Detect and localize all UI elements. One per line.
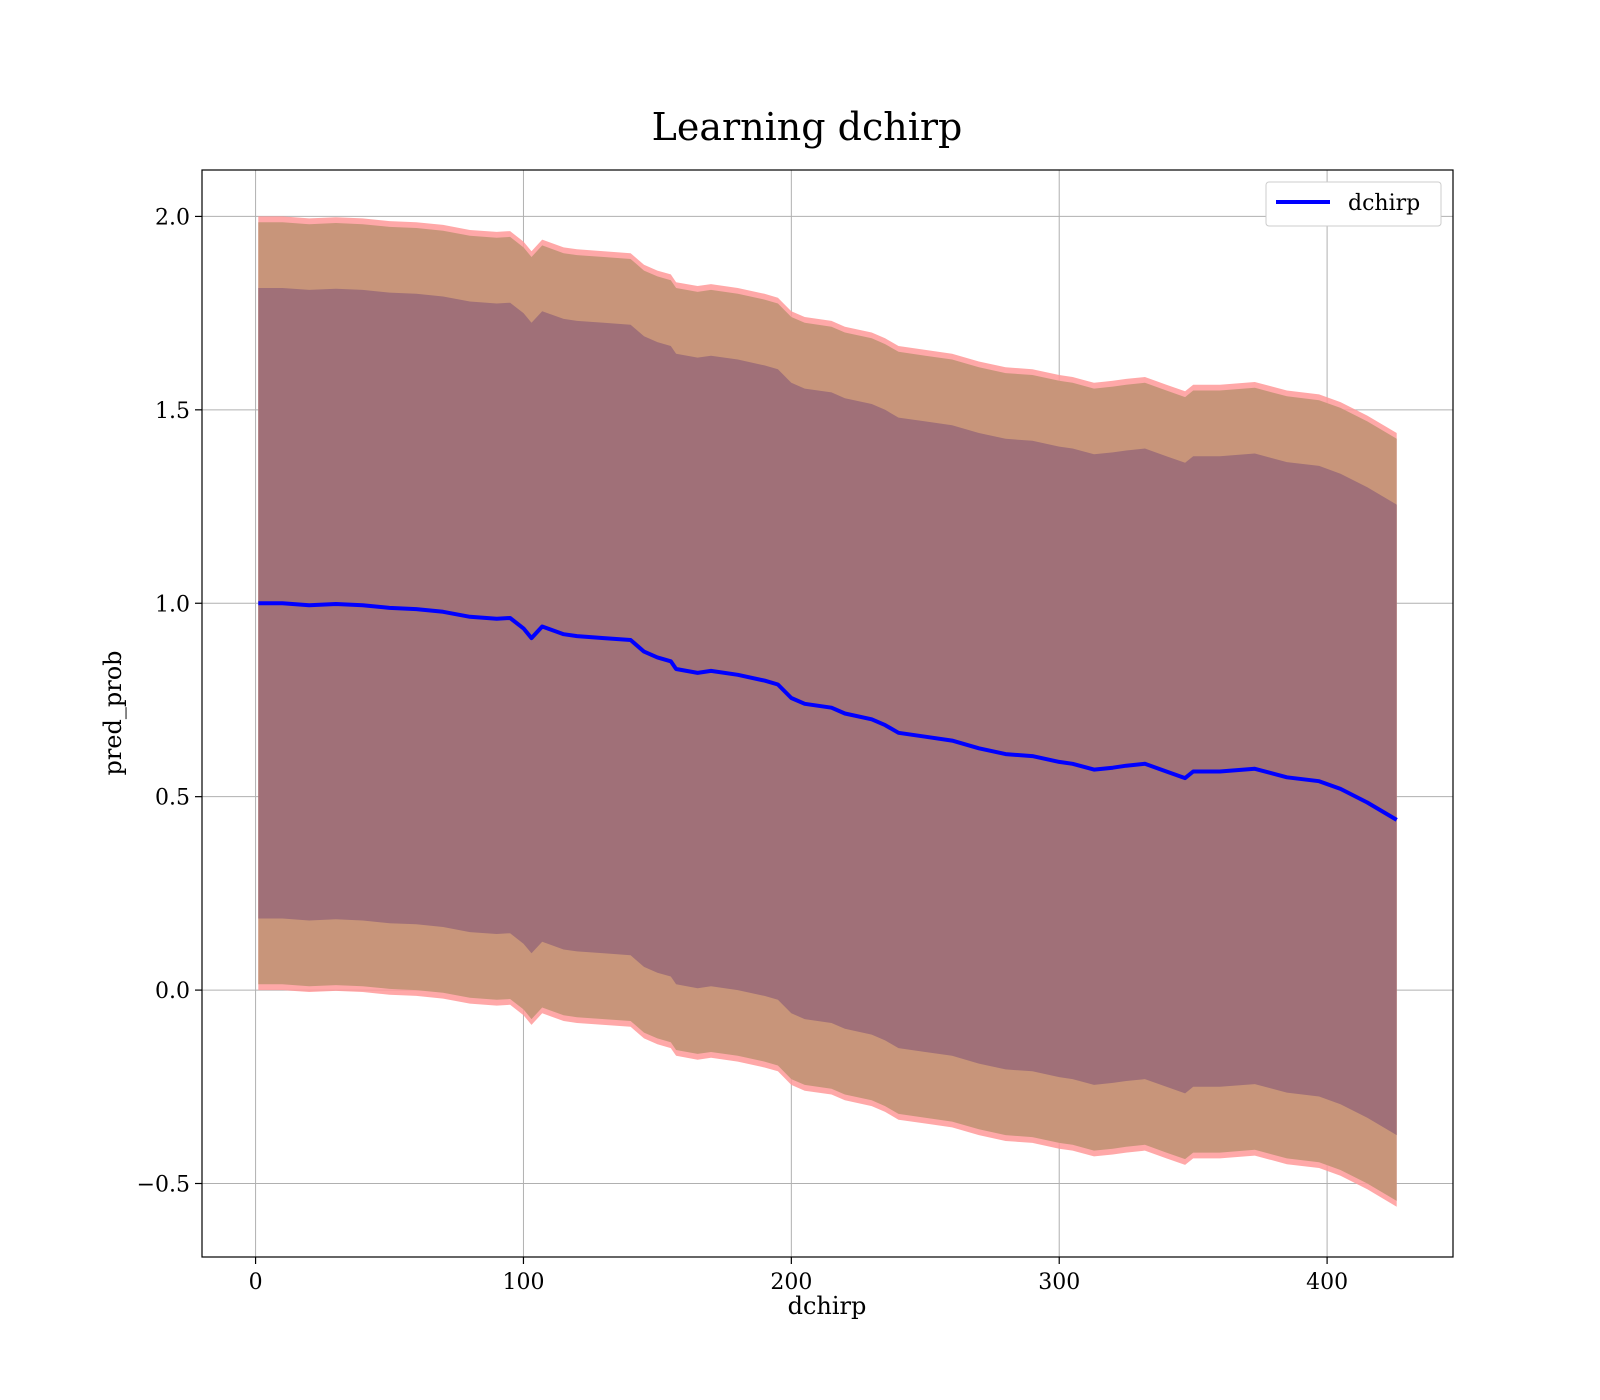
y-tick-label-4: 1.5 — [155, 399, 190, 424]
legend-box — [1265, 181, 1442, 227]
y-tick-label-3: 1.0 — [155, 592, 190, 617]
uncertainty-bands — [258, 216, 1397, 1207]
series-line-dchirp — [258, 601, 1398, 822]
x-axis-ticks: 0 100 200 300 400 — [249, 1257, 1348, 1295]
chart-title: Learning dchirp — [652, 105, 963, 149]
y-tick-label-0: −0.5 — [137, 1173, 190, 1198]
x-tick-label-2: 200 — [770, 1270, 812, 1295]
plot-frame — [201, 169, 1454, 1258]
legend: dchirp — [1265, 181, 1442, 227]
y-tick-label-2: 0.5 — [155, 786, 190, 811]
y-tick-label-5: 2.0 — [155, 205, 190, 230]
x-axis-label: dchirp — [788, 1292, 867, 1320]
y-axis-label: pred_prob — [99, 650, 127, 775]
x-tick-label-1: 100 — [502, 1270, 544, 1295]
x-tick-label-3: 300 — [1038, 1270, 1080, 1295]
x-tick-label-4: 400 — [1306, 1270, 1348, 1295]
inner-band — [258, 288, 1397, 1136]
legend-entry-dchirp: dchirp — [1348, 191, 1420, 216]
y-axis-ticks: −0.5 0.0 0.5 1.0 1.5 2.0 — [137, 205, 202, 1198]
y-tick-label-1: 0.0 — [155, 979, 190, 1004]
series-lines — [258, 601, 1398, 822]
x-tick-label-0: 0 — [249, 1270, 263, 1295]
